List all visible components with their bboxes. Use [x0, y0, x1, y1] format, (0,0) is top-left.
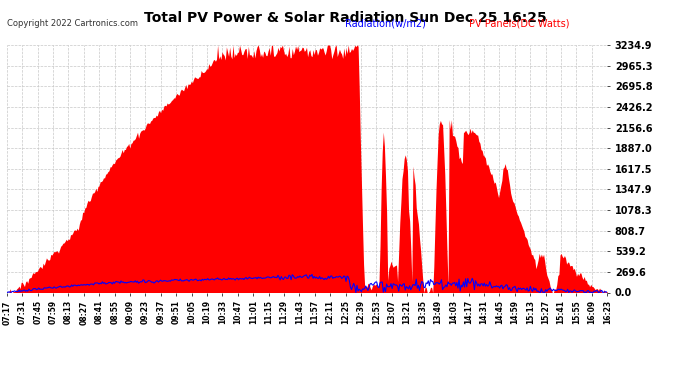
Text: Radiation(w/m2): Radiation(w/m2) [345, 19, 426, 29]
Text: PV Panels(DC Watts): PV Panels(DC Watts) [469, 19, 570, 29]
Text: Total PV Power & Solar Radiation Sun Dec 25 16:25: Total PV Power & Solar Radiation Sun Dec… [144, 11, 546, 25]
Text: Copyright 2022 Cartronics.com: Copyright 2022 Cartronics.com [7, 19, 138, 28]
